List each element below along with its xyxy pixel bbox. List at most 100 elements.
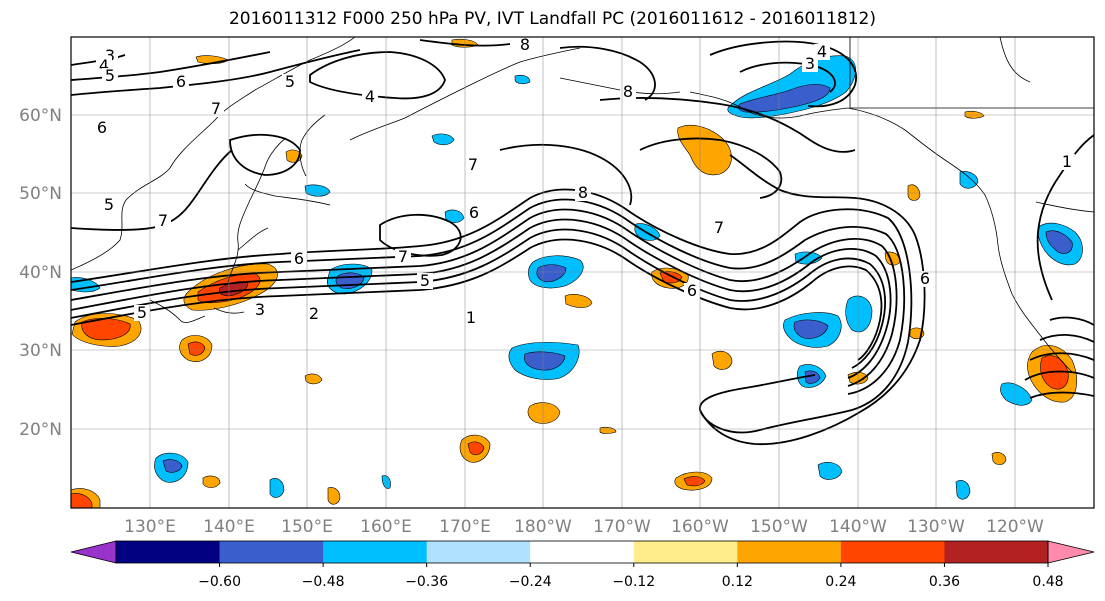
negative-anomaly bbox=[959, 171, 979, 189]
negative-anomaly bbox=[1045, 230, 1073, 254]
negative-anomaly bbox=[738, 84, 831, 113]
contour-label: 1 bbox=[466, 308, 476, 327]
positive-anomaly bbox=[467, 441, 485, 456]
contour-label: 2 bbox=[309, 304, 319, 323]
contour-label: 4 bbox=[817, 42, 827, 61]
lat-label: 60°N bbox=[19, 106, 62, 126]
contour-label: 7 bbox=[398, 247, 408, 266]
negative-anomaly bbox=[1000, 382, 1033, 406]
positive-anomaly bbox=[564, 294, 593, 308]
contour-label: 5 bbox=[285, 72, 295, 91]
colorbar-tick-label: −0.60 bbox=[198, 574, 241, 590]
latitude-labels: 60°N 50°N 40°N 30°N 20°N bbox=[19, 106, 62, 440]
contour-label: 4 bbox=[365, 87, 375, 106]
lon-label: 170°E bbox=[439, 517, 491, 537]
colorbar-segment bbox=[944, 541, 1049, 563]
contour-label-layer: 3 4 5 6 5 4 7 6 5 7 6 8 5 7 6 7 5 3 2 1 … bbox=[94, 35, 1075, 327]
colorbar-segment bbox=[426, 541, 531, 563]
lon-label: 160°E bbox=[360, 517, 412, 537]
lon-label: 150°W bbox=[750, 517, 808, 537]
positive-anomaly bbox=[599, 426, 617, 434]
positive-anomaly bbox=[304, 373, 323, 385]
contour-label: 6 bbox=[294, 249, 304, 268]
lon-label: 160°W bbox=[671, 517, 729, 537]
positive-anomaly bbox=[187, 341, 206, 356]
colorbar-segment bbox=[840, 541, 945, 563]
contour-label: 7 bbox=[468, 155, 478, 174]
lon-label: 120°W bbox=[986, 517, 1044, 537]
negative-anomaly bbox=[431, 133, 455, 146]
lat-label: 40°N bbox=[19, 263, 62, 283]
contour-label: 4 bbox=[99, 56, 109, 75]
lon-label: 140°W bbox=[829, 517, 887, 537]
pv-contour-layer bbox=[71, 39, 1094, 446]
positive-anomaly bbox=[659, 271, 683, 284]
colorbar-frame bbox=[115, 540, 1049, 564]
contour-label: 6 bbox=[176, 72, 186, 91]
negative-anomaly bbox=[269, 478, 285, 498]
negative-anomaly bbox=[793, 319, 829, 339]
lat-label: 30°N bbox=[19, 341, 62, 361]
colorbar-segment bbox=[737, 541, 842, 563]
positive-anomaly bbox=[991, 452, 1007, 465]
contour-label: 7 bbox=[714, 218, 724, 237]
contour-label: 6 bbox=[97, 118, 107, 137]
coastline-layer bbox=[71, 37, 1094, 373]
lon-label: 180°W bbox=[514, 517, 572, 537]
map-title: 2016011312 F000 250 hPa PV, IVT Landfall… bbox=[228, 9, 876, 29]
colorbar-tick-label: 0.12 bbox=[722, 574, 753, 590]
colorbar-extend-high bbox=[1047, 540, 1095, 564]
colorbar bbox=[70, 540, 1095, 567]
positive-anomaly bbox=[327, 487, 341, 505]
contour-label: 5 bbox=[104, 195, 114, 214]
lon-label: 140°E bbox=[203, 517, 255, 537]
contour-label: 8 bbox=[623, 82, 633, 101]
contour-label: 6 bbox=[687, 281, 697, 300]
longitude-labels: 130°E 140°E 150°E 160°E 170°E 180°W 170°… bbox=[124, 517, 1044, 537]
contour-label: 5 bbox=[420, 271, 430, 290]
contour-label: 3 bbox=[105, 46, 115, 65]
lat-label: 50°N bbox=[19, 184, 62, 204]
lon-label: 150°E bbox=[281, 517, 333, 537]
negative-anomaly bbox=[304, 184, 331, 197]
negative-anomaly bbox=[845, 295, 873, 333]
negative-anomaly bbox=[817, 462, 843, 480]
contour-label: 8 bbox=[520, 35, 530, 54]
negative-anomaly bbox=[955, 480, 971, 500]
colorbar-extend-low bbox=[70, 540, 117, 564]
colorbar-segment bbox=[219, 541, 324, 563]
colorbar-tick-label: −0.48 bbox=[302, 574, 345, 590]
colorbar-tick-label: 0.48 bbox=[1032, 574, 1063, 590]
gridlines bbox=[71, 37, 1094, 508]
lat-label: 20°N bbox=[19, 420, 62, 440]
colorbar-tick-label: −0.24 bbox=[509, 574, 552, 590]
contour-label: 7 bbox=[211, 99, 221, 118]
positive-anomaly bbox=[677, 125, 732, 176]
contour-label: 7 bbox=[158, 211, 168, 230]
contour-label: 5 bbox=[105, 66, 115, 85]
negative-anomaly bbox=[514, 74, 531, 85]
positive-anomaly bbox=[527, 402, 561, 424]
contour-label: 6 bbox=[469, 203, 479, 222]
colorbar-segment bbox=[323, 541, 428, 563]
negative-anomaly bbox=[536, 264, 567, 283]
positive-anomaly bbox=[202, 475, 221, 488]
contour-label: 6 bbox=[920, 269, 930, 288]
colorbar-tick-label: 0.36 bbox=[929, 574, 960, 590]
positive-anomaly bbox=[711, 350, 733, 370]
contour-label: 3 bbox=[255, 300, 265, 319]
positive-anomaly bbox=[907, 184, 921, 201]
lon-label: 130°E bbox=[124, 517, 176, 537]
lon-label: 130°W bbox=[907, 517, 965, 537]
contour-label: 8 bbox=[578, 183, 588, 202]
contour-label: 3 bbox=[805, 54, 815, 73]
lon-label: 170°W bbox=[593, 517, 651, 537]
negative-anomaly bbox=[524, 351, 566, 371]
colorbar-segment bbox=[633, 541, 738, 563]
contour-label: 5 bbox=[137, 303, 147, 322]
colorbar-segment bbox=[116, 541, 221, 563]
colorbar-segment bbox=[530, 541, 635, 563]
colorbar-tick-label: −0.36 bbox=[405, 574, 448, 590]
positive-anomaly bbox=[71, 493, 93, 508]
